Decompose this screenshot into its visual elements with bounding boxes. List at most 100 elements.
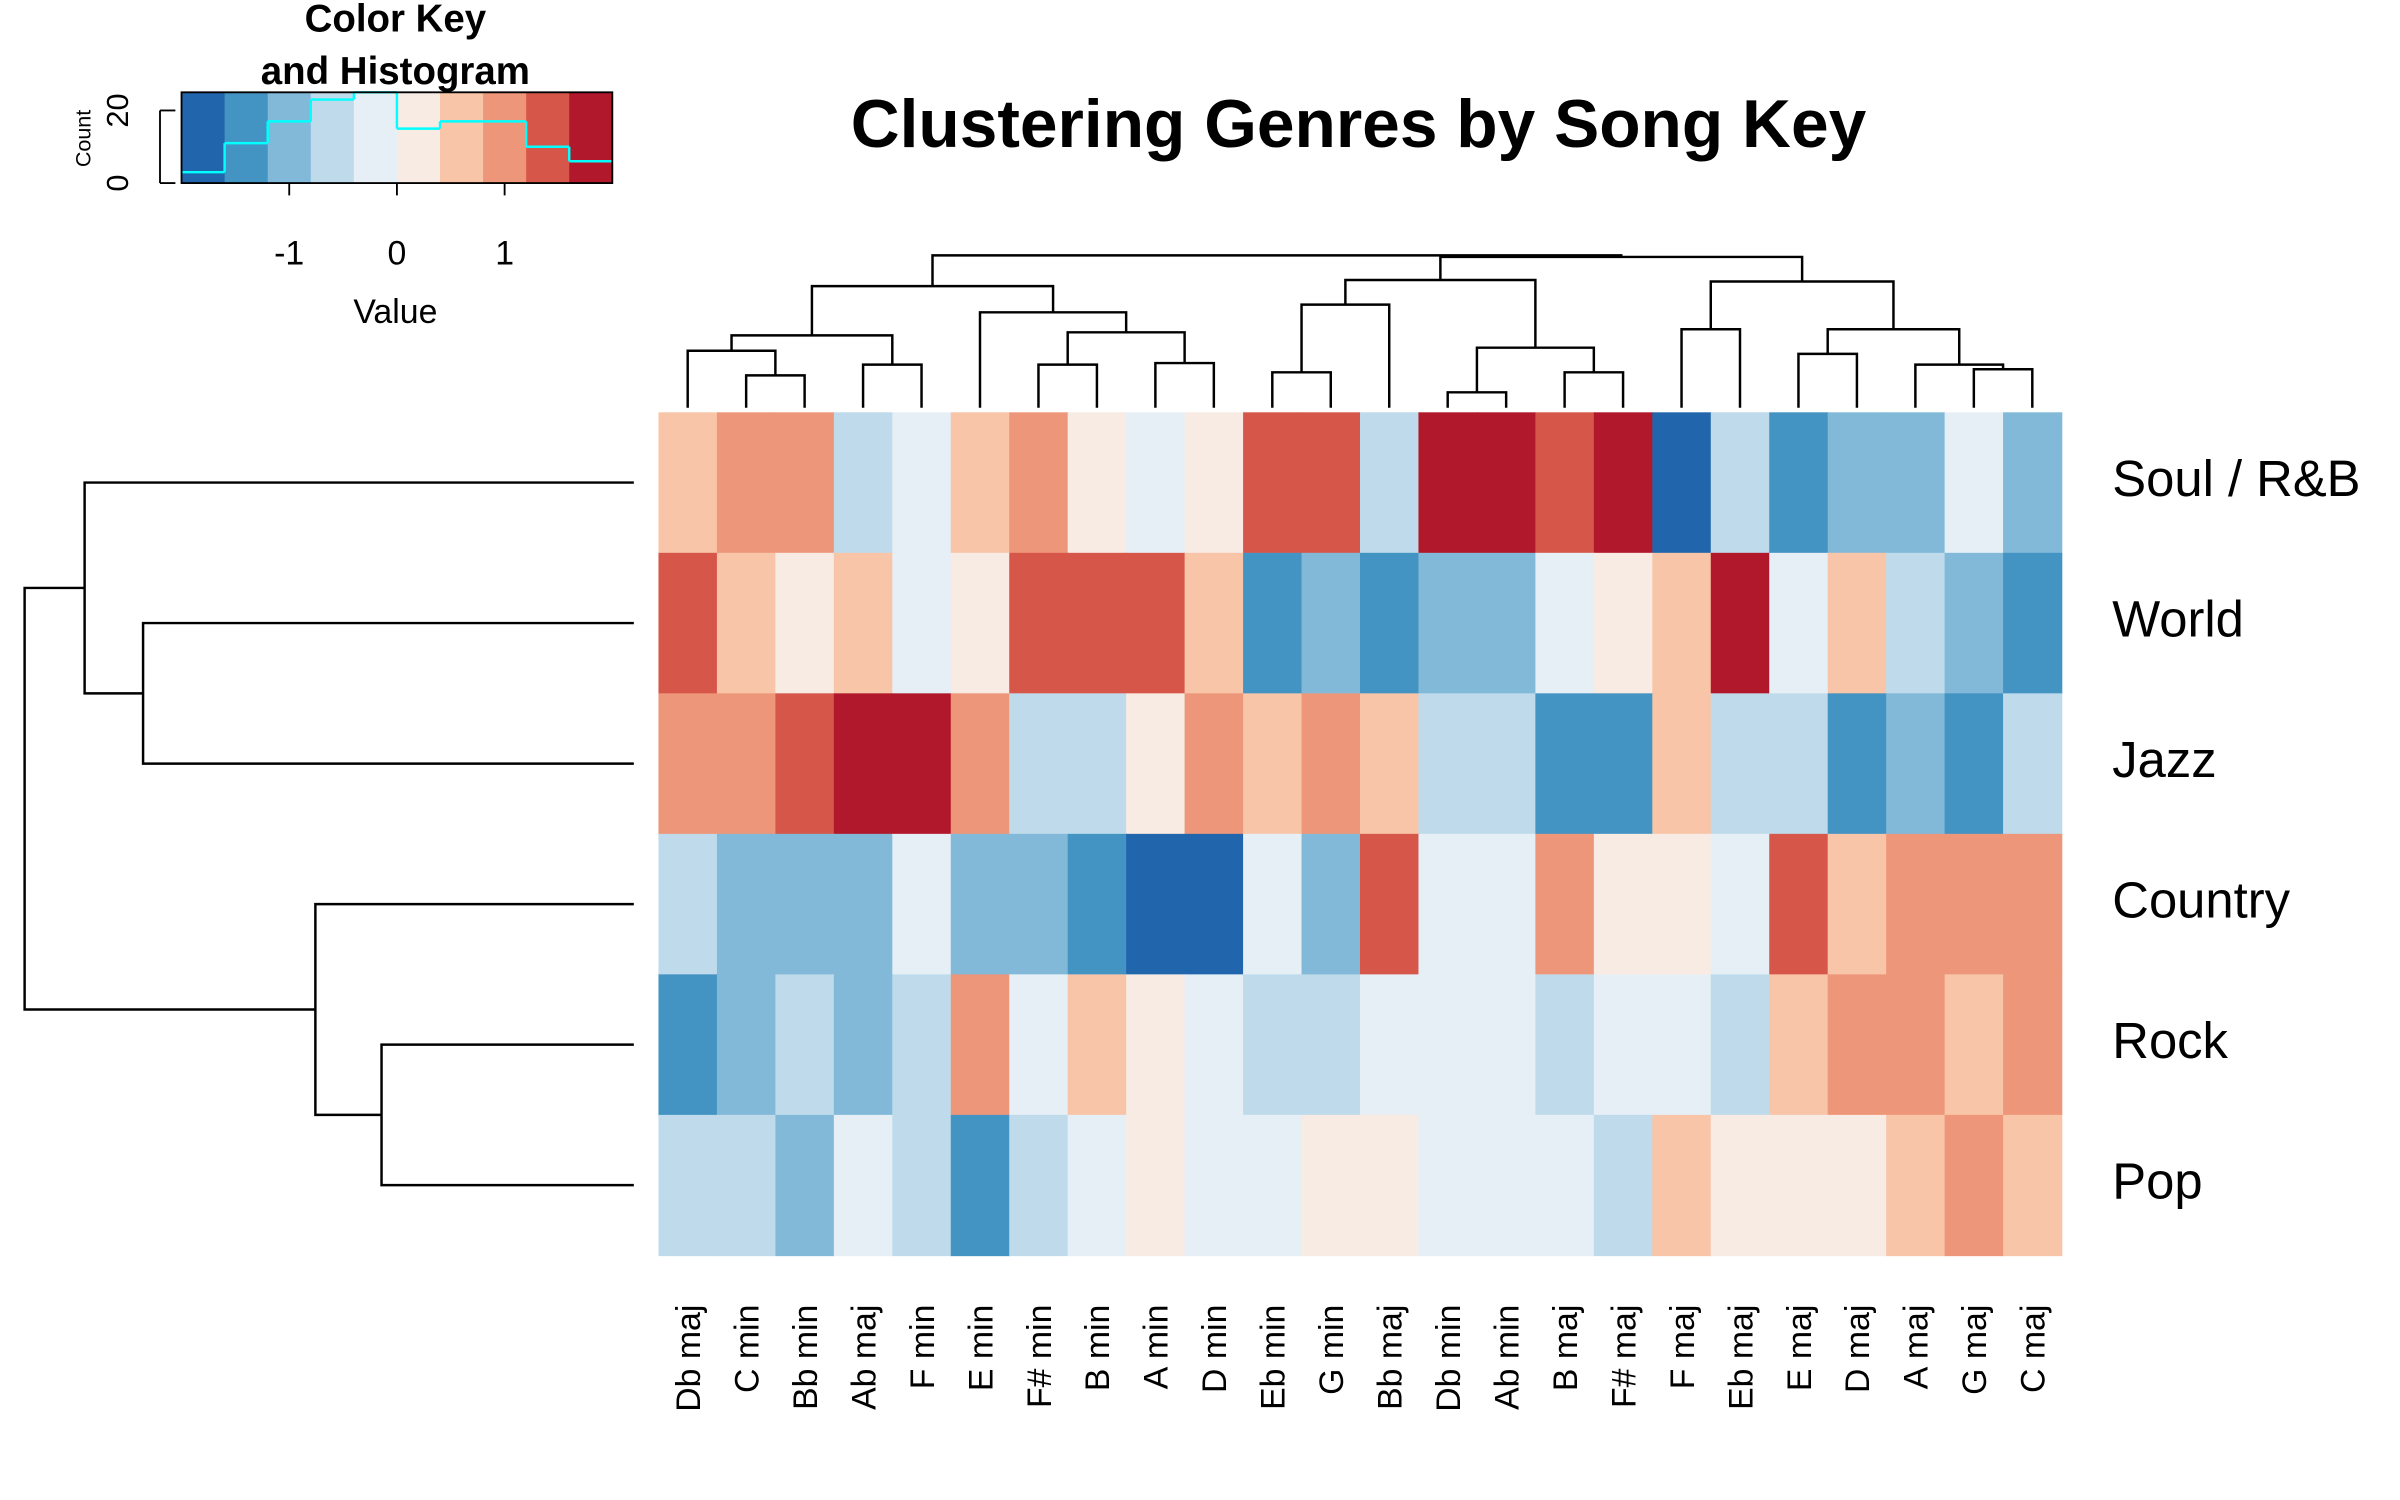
column-label: A maj (1898, 1305, 1936, 1390)
heatmap-cell (892, 1114, 952, 1257)
heatmap-cell (1360, 552, 1420, 695)
heatmap-cell (716, 1114, 777, 1257)
heatmap-cell (658, 1114, 718, 1257)
heatmap-cell (2003, 1114, 2063, 1257)
heatmap-cell (1360, 1114, 1420, 1257)
heatmap-cell (892, 833, 952, 976)
color-key-bin (353, 92, 398, 184)
x-tick-label: -1 (274, 234, 304, 272)
color-key-bin (440, 92, 484, 184)
heatmap-cell (1243, 974, 1303, 1116)
heatmap-cell (1535, 1114, 1595, 1257)
heatmap-cell (775, 833, 835, 976)
heatmap-cell (892, 974, 952, 1116)
column-label: D min (1196, 1305, 1234, 1393)
heatmap-cell (1067, 1114, 1127, 1257)
heatmap-cell (1243, 1114, 1303, 1257)
heatmap-cell (1769, 1114, 1829, 1257)
heatmap-cell (892, 412, 952, 554)
heatmap-cell (716, 974, 777, 1116)
heatmap-cell (1009, 1114, 1069, 1257)
heatmap-cell (1535, 974, 1595, 1116)
heatmap-cell (1418, 552, 1478, 695)
column-label: Db min (1430, 1305, 1468, 1412)
heatmap-cell (2003, 693, 2063, 835)
column-label: A min (1138, 1305, 1176, 1390)
heatmap-cell (658, 974, 718, 1116)
row-label: Country (2112, 872, 2290, 929)
column-label: Bb min (787, 1305, 825, 1410)
heatmap-cell (1126, 833, 1186, 976)
heatmap-cell (1301, 1114, 1361, 1257)
heatmap-cell (1184, 552, 1244, 695)
heatmap-cell (950, 412, 1010, 554)
heatmap-cell (1710, 833, 1770, 976)
heatmap-cell (1769, 974, 1829, 1116)
color-key-bin (267, 92, 312, 184)
heatmap-cell (658, 693, 718, 835)
heatmap-cell (1652, 1114, 1712, 1257)
heatmap-cell (1184, 412, 1244, 554)
heatmap-cell (1184, 833, 1244, 976)
heatmap-cell (950, 833, 1010, 976)
heatmap-cell (1243, 833, 1303, 976)
heatmap-cell (1476, 974, 1537, 1116)
heatmap-cell (833, 693, 894, 835)
x-axis-label: Value (353, 293, 437, 331)
heatmap-cell (1827, 412, 1887, 554)
heatmap-cell (1652, 833, 1712, 976)
heatmap-cell (2003, 833, 2063, 976)
heatmap-cell (1243, 412, 1303, 554)
heatmap-cell (1067, 412, 1127, 554)
color-key-bin (181, 92, 226, 184)
row-label: Pop (2112, 1153, 2202, 1210)
column-label: Ab min (1488, 1305, 1526, 1410)
y-axis-label: Count (71, 110, 95, 167)
heatmap-cell (1184, 1114, 1244, 1257)
heatmap-cell (833, 974, 894, 1116)
heatmap-cell (1886, 833, 1946, 976)
heatmap-cell (1476, 833, 1537, 976)
column-label: F# maj (1605, 1305, 1643, 1408)
heatmap-cell (1067, 833, 1127, 976)
heatmap-cell (1009, 693, 1069, 835)
column-label: D maj (1839, 1305, 1877, 1393)
column-label: C maj (2015, 1305, 2053, 1393)
heatmap-cell (1593, 693, 1654, 835)
heatmap-cell (1652, 693, 1712, 835)
heatmap-cell (716, 552, 777, 695)
heatmap-cell (716, 693, 777, 835)
x-tick-label: 1 (495, 234, 514, 272)
heatmap-cell (775, 412, 835, 554)
column-label: Db maj (670, 1305, 708, 1412)
column-label: Eb maj (1722, 1305, 1760, 1410)
heatmap-cell (1301, 833, 1361, 976)
heatmap-cell (950, 974, 1010, 1116)
heatmap-cell (1126, 552, 1186, 695)
heatmap-cell (1476, 1114, 1537, 1257)
heatmap-cell (2003, 412, 2063, 554)
heatmap-cell (658, 412, 718, 554)
column-label: Ab maj (845, 1305, 883, 1410)
heatmap-cell (1593, 974, 1654, 1116)
column-label: E min (962, 1305, 1000, 1391)
heatmap-cell (1009, 412, 1069, 554)
row-label: World (2112, 590, 2244, 647)
y-tick-label: 20 (100, 93, 135, 127)
heatmap-cell (1067, 552, 1127, 695)
heatmap-cell (1418, 833, 1478, 976)
heatmap-cell (2003, 974, 2063, 1116)
column-label: F maj (1664, 1305, 1702, 1390)
heatmap-cell (1652, 974, 1712, 1116)
heatmap-cell (1827, 833, 1887, 976)
color-key-bin (526, 92, 570, 184)
heatmap-cell (1476, 693, 1537, 835)
heatmap-cell (1886, 1114, 1946, 1257)
heatmap-cell (1710, 974, 1770, 1116)
heatmap-cell (1710, 552, 1770, 695)
heatmap-cell (1652, 552, 1712, 695)
color-key-bin (483, 92, 527, 184)
chart-title: Clustering Genres by Song Key (851, 87, 1867, 162)
heatmap-cell (1301, 693, 1361, 835)
heatmap-cell (833, 412, 894, 554)
